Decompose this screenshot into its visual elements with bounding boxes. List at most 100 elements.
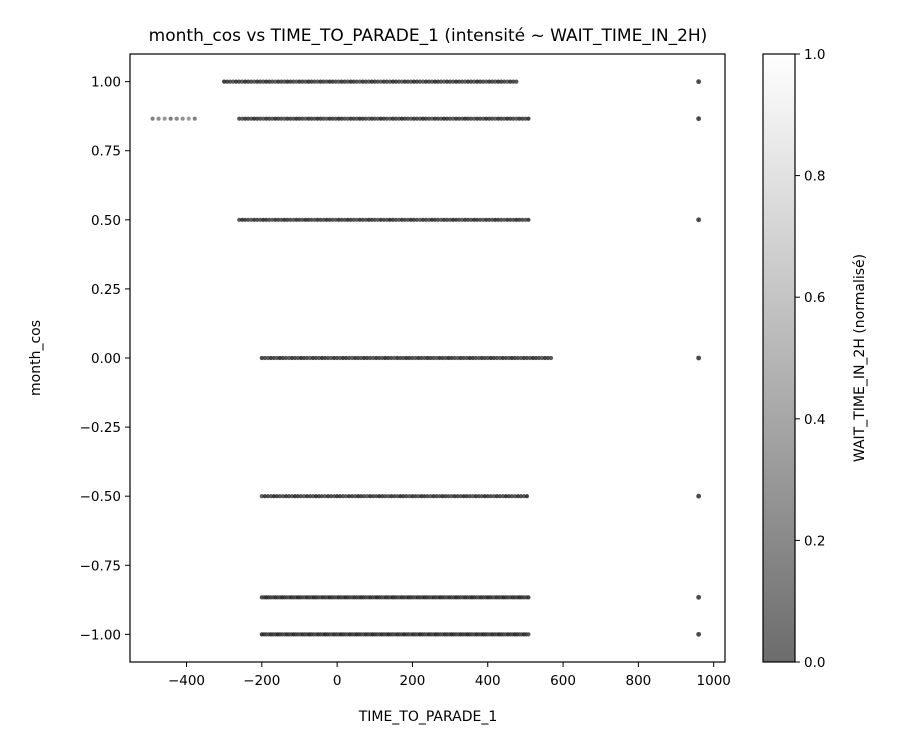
data-point [514,217,519,222]
data-point [463,116,468,121]
data-point [321,79,326,84]
data-point [350,494,355,499]
data-point [420,79,426,84]
data-point [496,116,501,121]
data-point [271,494,276,499]
data-point [437,494,442,499]
data-point [360,217,365,222]
y-tick-label: 0.00 [91,351,121,367]
data-point [282,116,287,121]
data-point [295,494,301,499]
y-tick-label: 1.00 [91,75,121,91]
data-point [446,355,451,361]
data-point [359,494,364,499]
data-point [325,494,331,499]
data-point [545,355,551,361]
data-point [438,217,444,222]
data-point [464,355,469,361]
x-tick-label: −400 [168,673,205,689]
data-point [261,116,266,121]
data-point [435,116,441,121]
data-point [347,494,352,499]
data-point [243,116,248,121]
data-point [363,79,368,84]
data-point [482,494,487,499]
data-point [518,355,523,361]
data-point [342,79,347,84]
data-point [491,494,496,499]
data-point [410,355,415,361]
data-point [313,355,319,361]
data-point [429,116,435,121]
data-point [338,494,343,499]
data-point [417,116,423,121]
data-point [443,355,448,361]
data-point [455,494,460,499]
data-point [304,355,310,361]
data-point [365,355,370,361]
data-point [452,494,457,499]
data-point [333,116,338,121]
data-point [369,116,374,121]
data-point [292,494,298,499]
data-point [408,217,414,222]
data-point [280,494,285,499]
data-point [252,217,257,222]
data-point [387,217,392,222]
data-point [318,217,323,222]
data-point [273,217,278,222]
data-point [500,494,505,499]
data-point [345,217,350,222]
y-axis-label: month_cos [28,320,44,396]
data-point [548,355,554,361]
data-point [240,79,245,84]
data-point [249,79,254,84]
data-point [322,355,328,361]
data-point [451,116,456,121]
data-point [351,79,356,84]
data-point [497,355,502,361]
chart-title: month_cos vs TIME_TO_PARADE_1 (intensité… [149,26,708,46]
data-point [422,355,427,361]
data-point [407,494,412,499]
data-point [487,116,492,121]
data-point [461,355,466,361]
data-point [461,494,466,499]
data-point [395,494,400,499]
data-point [363,217,368,222]
data-point [402,116,408,121]
data-point [295,355,301,361]
data-point [285,79,290,84]
data-point [524,494,530,499]
data-point [243,217,248,222]
y-axis: 1.00 0.75 0.50 0.25 0.00 −0.25 −0.50 −0.75 −1.00 [80,75,130,643]
data-point [264,116,269,121]
data-point [393,217,398,222]
data-point [389,355,394,361]
data-point [463,79,468,84]
data-point [441,217,447,222]
data-point [419,355,424,361]
data-point-outlier [696,217,702,223]
data-point [339,217,344,222]
data-point [274,494,279,499]
data-point [435,79,441,84]
data-point [381,116,386,121]
data-point [434,494,439,499]
data-point [255,217,260,222]
data-point [325,355,331,361]
data-point [440,494,445,499]
data-point [348,217,353,222]
data-point [285,116,290,121]
data-point [444,217,450,222]
data-point [423,79,429,84]
data-point [321,116,326,121]
data-point [533,355,539,361]
data-point [312,79,317,84]
data-point [526,595,531,600]
data-point [316,494,322,499]
data-point [432,79,438,84]
data-point [463,217,468,222]
data-point [499,217,504,222]
data-point [330,116,335,121]
